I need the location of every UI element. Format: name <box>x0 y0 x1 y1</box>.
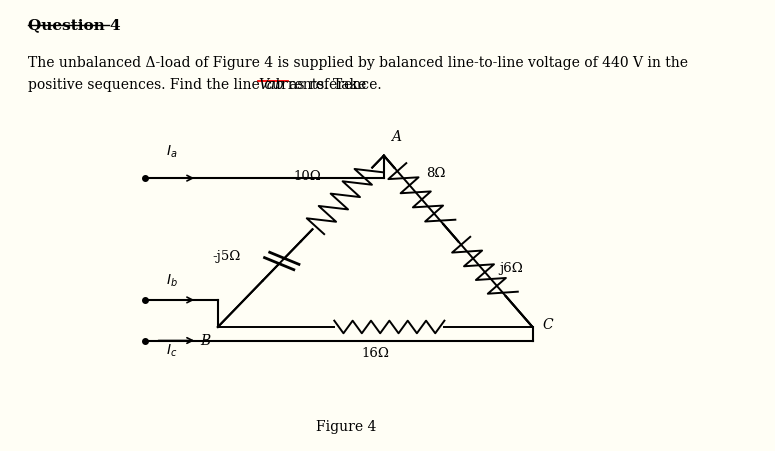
Text: Vab: Vab <box>258 78 284 92</box>
Text: 10Ω: 10Ω <box>294 170 322 183</box>
Text: The unbalanced Δ-load of Figure 4 is supplied by balanced line-to-line voltage o: The unbalanced Δ-load of Figure 4 is sup… <box>28 56 687 70</box>
Text: A: A <box>391 130 401 144</box>
Text: 16Ω: 16Ω <box>361 347 389 360</box>
Text: 8Ω: 8Ω <box>425 167 445 180</box>
Text: j6Ω: j6Ω <box>499 262 523 275</box>
Text: $I_c$: $I_c$ <box>166 343 177 359</box>
Text: C: C <box>543 318 553 332</box>
Text: positive sequences. Find the line currents. Take: positive sequences. Find the line curren… <box>28 78 370 92</box>
Text: $I_b$: $I_b$ <box>166 272 177 289</box>
Text: as reference.: as reference. <box>289 78 382 92</box>
Text: Question 4: Question 4 <box>28 18 120 32</box>
Text: B: B <box>201 334 211 348</box>
Text: Figure 4: Figure 4 <box>315 420 376 434</box>
Text: $I_a$: $I_a$ <box>166 144 177 160</box>
Text: -j5Ω: -j5Ω <box>212 250 240 263</box>
